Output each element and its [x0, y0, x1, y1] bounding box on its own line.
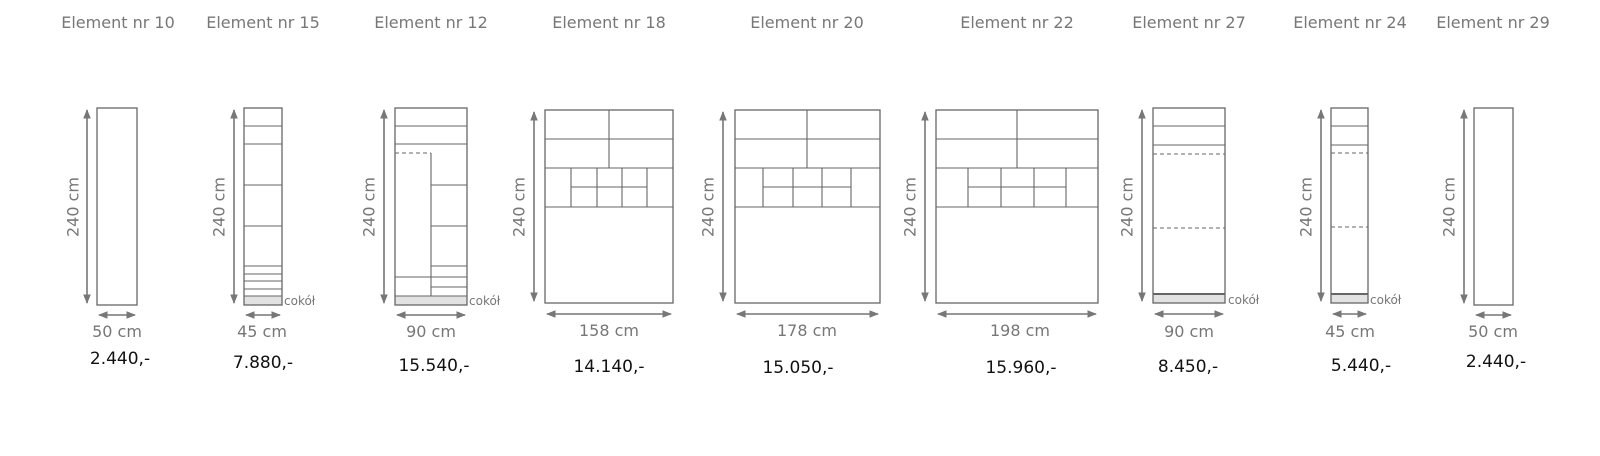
cabinet [1152, 107, 1226, 304]
shelves [936, 110, 1098, 208]
height-label: 240 cm [1118, 177, 1137, 237]
plinth-label: cokół [1370, 293, 1402, 307]
price: 5.440,- [1331, 356, 1391, 376]
price: 2.440,- [1466, 352, 1526, 372]
plinth [1330, 293, 1369, 304]
cabinet [96, 107, 138, 306]
width-label: 45 cm [1325, 322, 1375, 341]
cabinet [394, 107, 468, 306]
shelves [244, 125, 282, 290]
plinth-label: cokół [284, 294, 316, 308]
height-label: 240 cm [1297, 177, 1316, 237]
element: Element nr 22 240 cm 198 cm 15.960,- [901, 13, 1099, 378]
height-label: 240 cm [510, 177, 529, 237]
price: 8.450,- [1158, 357, 1218, 377]
element: Element nr 29 240 cm 50 cm 2.440,- [1436, 13, 1550, 372]
shelves [1331, 125, 1368, 295]
element-title: Element nr 29 [1436, 13, 1550, 32]
price: 14.140,- [573, 357, 644, 377]
element: Element nr 20 240 cm 178 cm 15.050,- [699, 13, 881, 378]
plinth-label: cokół [469, 294, 501, 308]
width-label: 198 cm [990, 321, 1050, 340]
element: Element nr 12 240 cm cokół 90 cm 15.540,… [360, 13, 501, 376]
cabinet [1473, 107, 1514, 306]
element-title: Element nr 15 [206, 13, 320, 32]
width-label: 50 cm [92, 322, 142, 341]
width-label: 158 cm [579, 321, 639, 340]
price: 15.960,- [985, 358, 1056, 378]
width-label: 50 cm [1468, 322, 1518, 341]
height-label: 240 cm [360, 177, 379, 237]
width-label: 90 cm [1164, 322, 1214, 341]
plinth [1152, 293, 1226, 304]
price: 15.050,- [762, 358, 833, 378]
price: 7.880,- [233, 353, 293, 373]
element: Element nr 18 240 cm 158 cm 14.140,- [510, 13, 674, 377]
height-label: 240 cm [1440, 177, 1459, 237]
height-label: 240 cm [699, 177, 718, 237]
shelves [735, 110, 880, 208]
shelves [395, 125, 467, 296]
element-title: Element nr 22 [960, 13, 1074, 32]
element-title: Element nr 20 [750, 13, 864, 32]
element: Element nr 15 240 cm cokół 45 cm 7.880,- [206, 13, 320, 373]
element-title: Element nr 24 [1293, 13, 1407, 32]
height-label: 240 cm [901, 177, 920, 237]
cabinet [243, 107, 283, 306]
element-title: Element nr 10 [61, 13, 175, 32]
element: Element nr 24 240 cm cokół 45 cm 5.440,- [1293, 13, 1407, 376]
shelves [545, 110, 673, 208]
price: 2.440,- [90, 349, 150, 369]
element: Element nr 27 240 cm cokół 90 cm 8.450,- [1118, 13, 1260, 377]
plinth [394, 295, 468, 306]
shelves [1153, 125, 1225, 295]
element: Element nr 10 240 cm 50 cm 2.440,- [61, 13, 175, 369]
width-label: 90 cm [406, 322, 456, 341]
element-title: Element nr 18 [552, 13, 666, 32]
element-title: Element nr 27 [1132, 13, 1246, 32]
price: 15.540,- [398, 356, 469, 376]
width-label: 45 cm [237, 322, 287, 341]
plinth-label: cokół [1228, 293, 1260, 307]
cabinet [1330, 107, 1369, 304]
height-label: 240 cm [210, 177, 229, 237]
element-title: Element nr 12 [374, 13, 488, 32]
width-label: 178 cm [777, 321, 837, 340]
plinth [243, 295, 283, 306]
height-label: 240 cm [64, 177, 83, 237]
